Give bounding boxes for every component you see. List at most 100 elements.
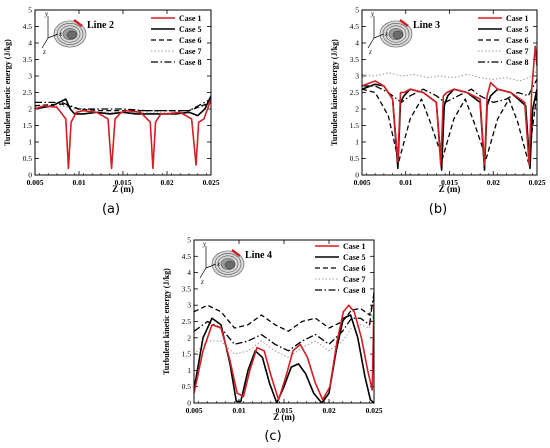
- caption-a: (a): [102, 202, 120, 217]
- x-tick-label: 0.02: [487, 178, 500, 187]
- y-tick-label: 2: [187, 333, 191, 342]
- sampling-line-marker: [231, 249, 241, 257]
- legend-label: Case 8: [343, 286, 365, 295]
- caption-c: (c): [264, 429, 281, 444]
- y-tick-label: 0: [355, 171, 359, 180]
- legend-label: Case 1: [506, 14, 528, 23]
- x-axis-label: Z (m): [112, 184, 134, 194]
- axis-z-arrow: [41, 37, 49, 49]
- y-tick-label: 4.5: [350, 22, 360, 31]
- x-tick-label: 0.02: [160, 178, 173, 187]
- tube-core: [392, 30, 404, 40]
- series-line-case-6: [194, 298, 374, 332]
- y-tick-label: 5: [28, 6, 32, 15]
- x-tick-label: 0.015: [276, 406, 293, 415]
- legend-label: Case 6: [179, 36, 201, 45]
- y-tick-label: 3: [28, 72, 32, 81]
- y-tick-label: 3: [187, 301, 191, 310]
- x-tick-label: 0.01: [72, 178, 85, 187]
- y-tick-label: 0: [187, 399, 191, 408]
- y-tick-label: 1: [28, 138, 32, 147]
- x-tick-label: 0.015: [441, 178, 458, 187]
- plot-frame: [193, 239, 375, 404]
- axis-x-letter: x: [58, 30, 63, 38]
- x-axis-label: Z (m): [273, 412, 295, 422]
- sampling-line-marker: [73, 19, 83, 27]
- y-tick-label: 0.5: [350, 154, 360, 163]
- plot-frame: [34, 9, 212, 176]
- y-tick-label: 4: [355, 39, 359, 48]
- legend: Case 1 Case 5 Case 6 Case 7 Case 8: [315, 242, 365, 295]
- y-tick-label: 3.5: [23, 55, 33, 64]
- x-tick-label: 0.01: [399, 178, 412, 187]
- x-tick-label: 0.025: [203, 178, 220, 187]
- y-tick-label: 4: [28, 39, 32, 48]
- tube-core: [66, 30, 78, 40]
- x-tick-label: 0.005: [27, 178, 44, 187]
- tube-core: [224, 260, 236, 270]
- legend-label: Case 5: [506, 25, 528, 34]
- y-tick-label: 5: [187, 236, 191, 245]
- series-line-case-8: [35, 98, 211, 112]
- series-line-case-6: [362, 88, 537, 163]
- axis-x-letter: x: [216, 260, 221, 268]
- inset-line-label: Line 4: [245, 250, 272, 261]
- legend: Case 1 Case 5 Case 6 Case 7 Case 8: [478, 14, 528, 67]
- legend-label: Case 6: [343, 264, 365, 273]
- x-tick-label: 0.025: [529, 178, 546, 187]
- series-line-case-7: [362, 69, 537, 82]
- chart-panel-2: 0 0.5 1 1.5 2 2.5 3 3.5 4 4.5 5 0.005 0.01 0.015 0.02 0…: [330, 6, 546, 195]
- legend-label: Case 5: [179, 25, 201, 34]
- axis-y-letter: y: [202, 240, 207, 248]
- legend-label: Case 1: [179, 14, 201, 23]
- legend-label: Case 8: [179, 58, 201, 67]
- y-tick-label: 5: [355, 6, 359, 15]
- series-line-case-1: [362, 45, 537, 166]
- series-line-case-5: [194, 314, 374, 403]
- y-tick-label: 2: [355, 105, 359, 114]
- caption-b: (b): [429, 202, 447, 217]
- legend-label: Case 6: [506, 36, 528, 45]
- inset-line-label: Line 3: [413, 20, 440, 31]
- y-axis-label: Turbulent kinetic energy (J/kg): [330, 39, 339, 146]
- y-tick-label: 0.5: [23, 154, 33, 163]
- series-group: [35, 95, 211, 170]
- axis-z-letter: z: [42, 48, 46, 56]
- inset-schematic: y x z Line 4: [199, 240, 272, 286]
- inset-schematic: y x z Line 2: [41, 10, 114, 56]
- y-tick-label: 1: [187, 366, 191, 375]
- y-tick-label: 1: [355, 138, 359, 147]
- legend-label: Case 7: [179, 47, 201, 56]
- x-tick-label: 0.015: [115, 178, 132, 187]
- y-tick-label: 4: [187, 268, 191, 277]
- axis-z-arrow: [367, 37, 375, 49]
- legend-label: Case 7: [343, 275, 365, 284]
- x-tick-label: 0.005: [354, 178, 371, 187]
- y-tick-label: 0: [28, 171, 32, 180]
- x-tick-label: 0.02: [322, 406, 335, 415]
- x-tick-label: 0.005: [186, 406, 203, 415]
- axis-x-arrow: [373, 33, 385, 39]
- axis-x-arrow: [205, 263, 217, 269]
- axis-z-letter: z: [368, 48, 372, 56]
- y-tick-label: 4.5: [182, 252, 192, 261]
- axis-z-arrow: [199, 267, 207, 279]
- y-axis-label: Turbulent kinetic energy (J/kg): [162, 268, 171, 375]
- x-axis-label: Z (m): [439, 184, 461, 194]
- y-tick-label: 3.5: [350, 55, 360, 64]
- legend-label: Case 5: [343, 253, 365, 262]
- y-tick-label: 2: [28, 105, 32, 114]
- sampling-line-marker: [399, 19, 409, 27]
- legend: Case 1 Case 5 Case 6 Case 7 Case 8: [151, 14, 201, 67]
- x-tick-label: 0.025: [366, 406, 383, 415]
- series-line-case-1: [194, 304, 374, 401]
- axis-y-letter: y: [370, 10, 375, 18]
- y-tick-label: 3.5: [182, 284, 192, 293]
- chart-panel-3: 0 0.5 1 1.5 2 2.5 3 3.5 4 4.5 5 0.005 0.01 0.015 0.02 0…: [162, 236, 383, 423]
- inset-line-label: Line 2: [87, 20, 114, 31]
- series-group: [362, 45, 537, 171]
- y-tick-label: 1.5: [23, 121, 33, 130]
- x-tick-label: 0.01: [232, 406, 245, 415]
- axis-z-letter: z: [200, 278, 204, 286]
